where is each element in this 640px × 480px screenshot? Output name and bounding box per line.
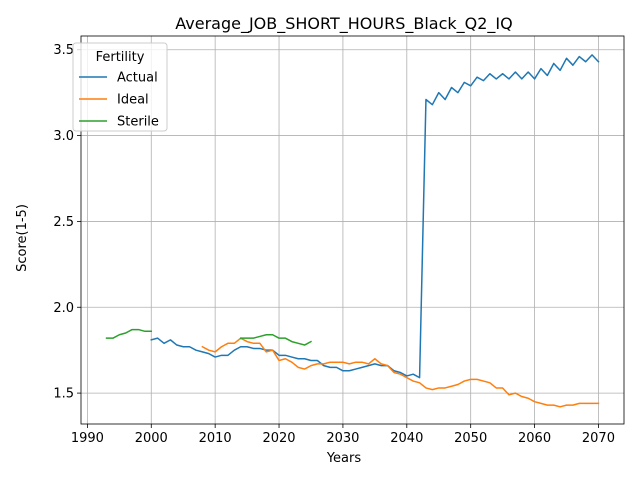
legend-box <box>72 42 168 132</box>
series-line-sterile <box>239 333 312 346</box>
axis-ticks: 1990 2000 2010 2020 2030 2040 2050 2060 2070 1.5 2… <box>53 43 615 446</box>
y-tick-label: 3.5 <box>53 43 74 58</box>
x-tick-label: 2030 <box>326 431 359 446</box>
legend-title: Fertility <box>96 50 145 65</box>
legend-label-ideal: Ideal <box>117 93 149 108</box>
series-lines <box>105 54 600 408</box>
x-tick-label: 2050 <box>454 431 487 446</box>
grid <box>81 36 624 424</box>
series-line-ideal <box>201 337 600 408</box>
y-tick-label: 1.5 <box>53 387 74 402</box>
series-line-sterile <box>105 328 153 339</box>
x-tick-label: 2010 <box>199 431 232 446</box>
plot-frame <box>80 35 625 425</box>
x-tick-label: 1990 <box>71 431 104 446</box>
x-tick-label: 2060 <box>518 431 551 446</box>
y-tick-label: 3.0 <box>53 129 74 144</box>
series-line-actual <box>150 54 600 379</box>
x-tick-label: 2040 <box>390 431 423 446</box>
x-tick-label: 2000 <box>135 431 168 446</box>
chart-title: Average_JOB_SHORT_HOURS_Black_Q2_IQ <box>175 14 512 34</box>
y-axis-label: Score(1-5) <box>15 204 30 272</box>
x-axis-label: Years <box>326 451 362 466</box>
y-tick-label: 2.5 <box>53 215 74 230</box>
x-tick-label: 2020 <box>262 431 295 446</box>
legend-label-actual: Actual <box>117 71 158 86</box>
legend-label-sterile: Sterile <box>117 115 159 130</box>
y-tick-label: 2.0 <box>53 301 74 316</box>
x-tick-label: 2070 <box>582 431 615 446</box>
legend: Fertility Actual Ideal Sterile <box>72 42 168 132</box>
